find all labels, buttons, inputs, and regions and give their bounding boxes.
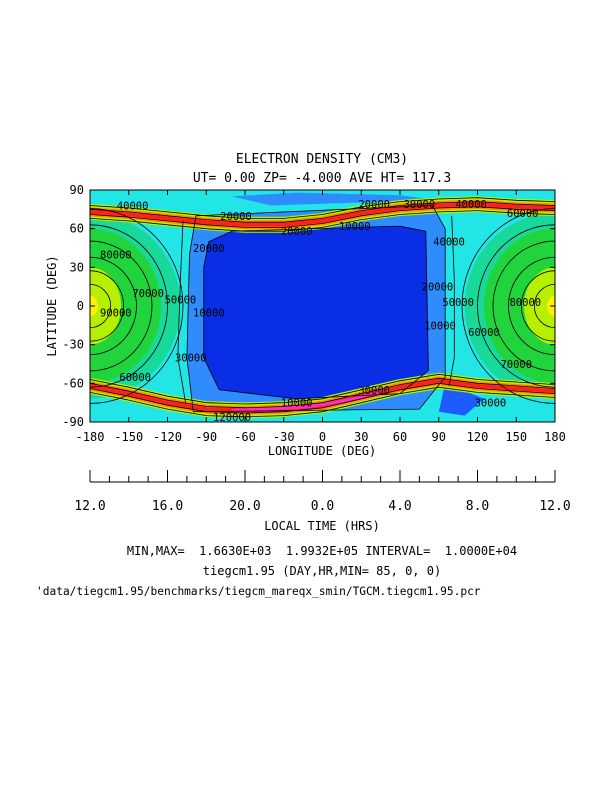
contour-label: 40000 [455,199,487,211]
y-axis-label: LATITUDE (DEG) [45,255,59,356]
file-path: 'data/tiegcm1.95/benchmarks/tiegcm_mareq… [36,585,481,598]
contour-label: 10000 [193,307,225,319]
contour-label: 60000 [507,208,539,220]
contour-30000-east [448,215,455,386]
lobe-contour-1-1 [477,224,555,388]
x-tick-label: 60 [393,430,407,444]
localtime-axis-label: LOCAL TIME (HRS) [264,519,380,533]
lobe-contour-0-0 [90,208,184,404]
chart-title: ELECTRON DENSITY (CM3) [236,152,408,167]
contour-label: 30000 [404,199,436,211]
x-tick-label: 90 [432,430,446,444]
y-tick-label: -30 [62,338,84,352]
contour-label: 90000 [100,307,132,319]
contour-label: 30000 [475,398,507,410]
contour-20000 [186,205,446,413]
localtime-tick-label: 16.0 [152,499,183,514]
band-contour-0-1 [90,206,555,228]
fill-south-blue [438,383,484,416]
contour-labels: 40000 20000 20000 30000 40000 60000 10000 20000… [100,199,541,424]
contour-label: 30000 [175,353,207,365]
band-contour-1-2 [90,377,555,409]
band-contour-0-2 [90,201,555,223]
lobe-contour-1-3 [508,256,555,356]
contour-label: 70000 [500,359,532,371]
x-tick-label: 0 [319,430,326,444]
contour-label: 20000 [422,282,454,294]
y-tick-label: 0 [77,299,84,313]
north-band-inner [90,202,555,227]
chart-subtitle: UT= 0.00 ZP= -4.000 AVE HT= 117.3 [193,171,451,186]
localtime-tick-label: 8.0 [466,499,489,514]
band-contour-1-1 [90,382,555,414]
x-tick-label: 30 [354,430,368,444]
contour-label: 10000 [281,398,313,410]
lobe-contour-0-2 [90,240,153,372]
localtime-tick-label: 12.0 [539,499,570,514]
contour-label: 20000 [193,243,225,255]
lobe-contour-1-2 [492,240,555,372]
contour-label: 10000 [424,320,456,332]
y-tick-label: -90 [62,415,84,429]
band-contour-0-0 [90,210,555,232]
contour-label: 60000 [468,327,500,339]
model-info: tiegcm1.95 (DAY,HR,MIN= 85, 0, 0) [203,564,441,578]
x-tick-label: 180 [544,430,566,444]
contour-label: 50000 [165,295,197,307]
contour-label: 60000 [119,372,151,384]
contour-label: 20000 [220,211,252,223]
localtime-tick-label: 20.0 [229,499,260,514]
contour-30000-west [177,220,186,403]
localtime-tick-label: 4.0 [388,499,411,514]
x-tick-label: -30 [273,430,295,444]
contour-label: 50000 [442,297,474,309]
contour-label: 20000 [281,226,313,238]
contour-label: 120000 [213,412,251,424]
contour-lines [90,197,555,418]
band-contour-1-3 [90,373,555,405]
x-axis-label: LONGITUDE (DEG) [268,444,376,458]
lobe-contour-1-0 [461,208,555,404]
fill-night-core [203,226,429,399]
contour-label: 70000 [132,288,164,300]
localtime-axis: 12.0 16.0 20.0 0.0 4.0 8.0 12.0 [74,470,571,514]
x-axis: -180 -150 -120 -90 -60 -30 0 30 60 90 120 150 180 [76,190,566,444]
y-tick-label: 30 [70,260,84,274]
localtime-tick-label: 12.0 [74,499,105,514]
x-tick-label: -150 [114,430,143,444]
fill-north-blue [232,192,439,206]
y-tick-label: 90 [70,183,84,197]
x-tick-label: -120 [153,430,182,444]
lobe-contour-1-4 [521,270,555,342]
contour-label: 80000 [509,297,541,309]
south-band-peak [232,390,381,412]
contour-label: 40000 [117,200,149,212]
y-axis: 90 60 30 0 -30 -60 -90 [62,183,555,429]
contour-label: 10000 [339,221,371,233]
x-tick-label: -90 [195,430,217,444]
contour-label: 20000 [358,199,390,211]
contour-label: 40000 [433,237,465,249]
minmax-info: MIN,MAX= 1.6630E+03 1.9932E+05 INTERVAL=… [127,544,517,558]
y-tick-label: 60 [70,222,84,236]
contour-label: 30000 [358,385,390,397]
y-tick-label: -60 [62,376,84,390]
localtime-tick-label: 0.0 [311,499,334,514]
x-tick-label: -60 [234,430,256,444]
x-tick-label: -180 [76,430,105,444]
lobe-contour-0-1 [90,224,168,388]
lobe-contour-0-4 [90,270,124,342]
contour-label: 80000 [100,249,132,261]
x-tick-label: 150 [505,430,527,444]
lobe-contour-0-3 [90,256,137,356]
band-contour-1-0 [90,386,555,418]
band-contour-0-3 [90,197,555,219]
x-tick-label: 120 [467,430,489,444]
